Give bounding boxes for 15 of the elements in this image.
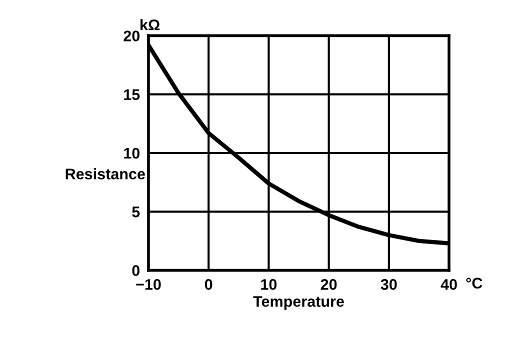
x-tick-label: 10 bbox=[261, 279, 277, 290]
text: °C bbox=[466, 278, 482, 289]
x-tick-label: 40 bbox=[440, 279, 457, 290]
x-axis-title: Temperature bbox=[253, 296, 344, 310]
text: kΩ bbox=[140, 19, 160, 30]
y-tick-label: 0 bbox=[132, 265, 140, 276]
y-tick-label: 20 bbox=[124, 30, 140, 42]
y-tick-label: 5 bbox=[132, 206, 140, 218]
x-tick-label: 0 bbox=[204, 279, 212, 290]
y-axis-title: Resistance bbox=[66, 168, 145, 180]
x-tick-label: 30 bbox=[380, 279, 397, 290]
x-tick-label: 20 bbox=[320, 279, 337, 290]
y-tick-label: 10 bbox=[124, 148, 140, 159]
y-tick-label: 15 bbox=[124, 89, 140, 100]
x-tick-label: −10 bbox=[136, 279, 161, 290]
